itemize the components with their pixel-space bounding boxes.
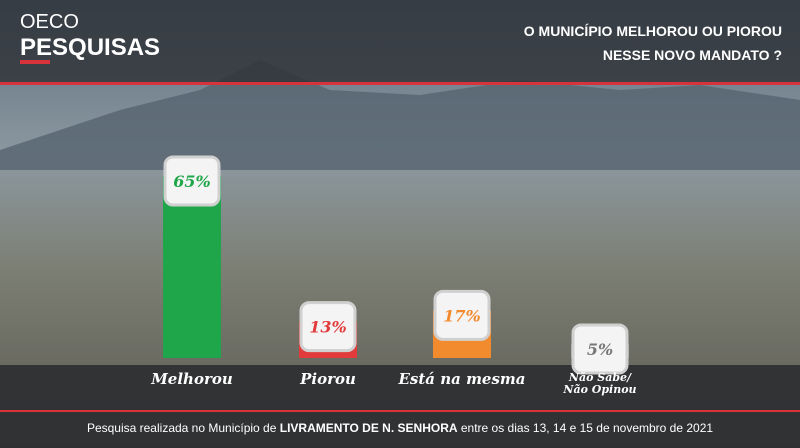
footer-place: LIVRAMENTO DE N. SENHORA xyxy=(279,421,458,435)
bottom-rule xyxy=(0,410,800,412)
value-box xyxy=(433,289,491,341)
value-label: 65% xyxy=(173,172,210,191)
value-box xyxy=(571,323,629,375)
title: NESSE NOVO MANDATO ? xyxy=(603,47,782,63)
footer-text: Pesquisa realizada no Município de xyxy=(86,421,280,435)
category-label: Piorou xyxy=(300,370,356,388)
value-label: 5% xyxy=(587,340,613,359)
footer-text: entre os dias 13, 14 e 15 de novembro de… xyxy=(457,421,714,435)
footer: Pesquisa realizada no Município de LIVRA… xyxy=(0,421,800,435)
bottom-band xyxy=(0,365,800,448)
value-label: 13% xyxy=(309,318,346,337)
value-box xyxy=(299,301,357,353)
category-label: Não Sabe/ Não Opinou xyxy=(563,371,637,396)
brand-underline xyxy=(20,60,50,64)
value-label: 17% xyxy=(443,306,480,325)
top-band xyxy=(0,0,800,82)
brand: PESQUISAS xyxy=(20,34,160,61)
mountains xyxy=(0,60,800,170)
value-box xyxy=(163,155,221,207)
category-label: Melhorou xyxy=(151,370,233,388)
title: O MUNICÍPIO MELHOROU OU PIOROU xyxy=(524,23,782,39)
category-label: Está na mesma xyxy=(398,370,526,388)
top-rule xyxy=(0,82,800,85)
brand-top: OECO xyxy=(20,11,79,33)
